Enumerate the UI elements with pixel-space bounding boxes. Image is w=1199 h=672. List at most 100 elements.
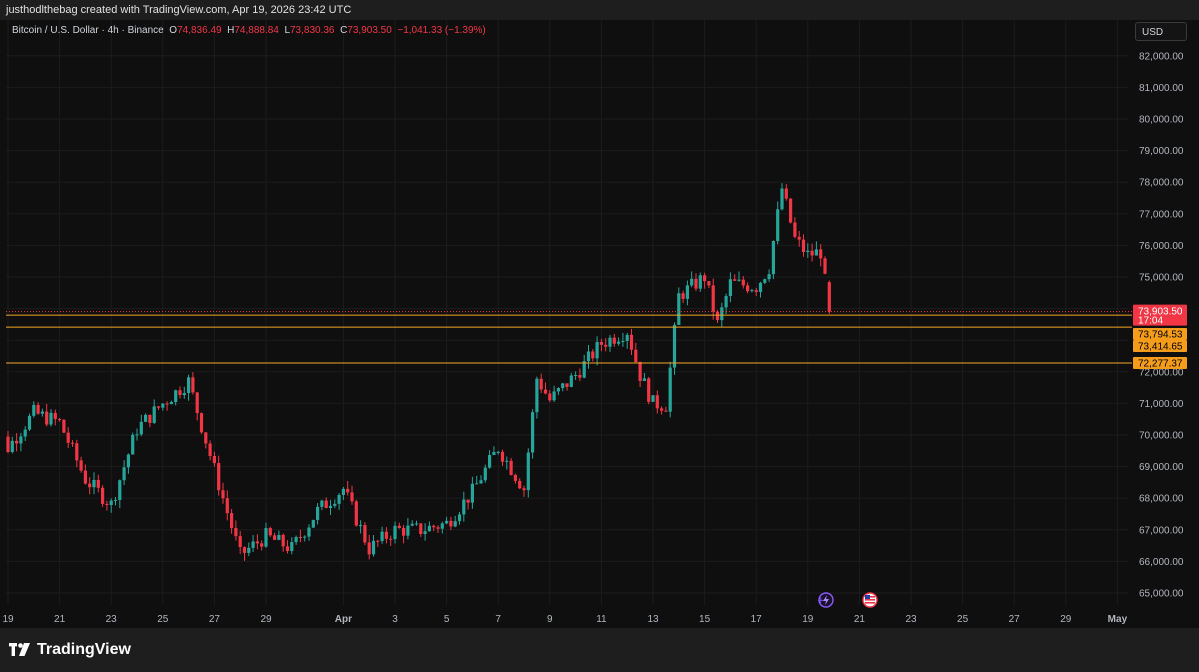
lightning-event-icon[interactable]: + bbox=[817, 592, 834, 608]
y-tick-label: 72,000.00 bbox=[1139, 367, 1184, 378]
candle bbox=[40, 408, 44, 417]
candle bbox=[797, 230, 801, 247]
chart-background bbox=[0, 20, 1199, 628]
candle bbox=[122, 460, 126, 486]
candle bbox=[75, 439, 79, 468]
candle bbox=[629, 328, 634, 355]
candle bbox=[776, 201, 780, 245]
price-chart[interactable]: 65,000.00 66,000.00 67,000.00 68,000.00 69,0… bbox=[0, 0, 1199, 628]
candle bbox=[509, 457, 513, 476]
candle bbox=[303, 535, 307, 542]
candle bbox=[294, 535, 298, 545]
y-tick-label: 67,000.00 bbox=[1139, 525, 1184, 536]
low-label: L bbox=[284, 25, 290, 36]
close-value: 73,903.50 bbox=[347, 25, 392, 36]
x-tick-label: 9 bbox=[547, 614, 553, 625]
candle bbox=[397, 522, 401, 529]
branding-bar: TradingView bbox=[0, 628, 1199, 672]
x-tick-label: 11 bbox=[596, 614, 607, 625]
candle bbox=[152, 399, 156, 425]
candle bbox=[389, 535, 393, 546]
us-flag-event-icon[interactable] bbox=[862, 592, 878, 608]
candle bbox=[10, 436, 14, 454]
candle bbox=[746, 282, 750, 294]
candle bbox=[492, 446, 496, 456]
candle bbox=[733, 274, 737, 282]
candle bbox=[156, 405, 161, 411]
change-value: −1,041.33 (−1.39%) bbox=[397, 25, 486, 36]
candle bbox=[664, 406, 668, 412]
candle bbox=[681, 290, 685, 304]
candle bbox=[247, 542, 251, 557]
candle bbox=[105, 500, 109, 511]
candle bbox=[268, 526, 272, 537]
candle bbox=[625, 332, 629, 349]
candle bbox=[814, 241, 818, 256]
candle bbox=[642, 373, 646, 382]
candle bbox=[780, 183, 784, 211]
candle bbox=[586, 344, 591, 369]
candle bbox=[126, 453, 130, 474]
candle bbox=[92, 472, 96, 495]
candle bbox=[604, 338, 608, 352]
candle bbox=[539, 373, 543, 394]
candle bbox=[341, 486, 345, 501]
candle bbox=[204, 432, 208, 449]
candle bbox=[453, 516, 457, 528]
level-price-tag: 73,414.65 bbox=[1133, 340, 1187, 353]
candle bbox=[758, 281, 763, 298]
candle bbox=[685, 280, 689, 306]
x-tick-label: 13 bbox=[647, 614, 659, 625]
candle bbox=[139, 414, 143, 437]
x-tick-label: 29 bbox=[260, 614, 272, 625]
candle bbox=[45, 403, 49, 427]
candle bbox=[655, 390, 659, 414]
candle bbox=[96, 474, 100, 493]
time-axis[interactable]: 19 21 23 25 27 29 Apr 3 5 7 9 11 13 15 17 19 21 23 25 27 29 M… bbox=[2, 614, 1127, 625]
horizontal-levels[interactable] bbox=[6, 311, 1132, 364]
candle bbox=[285, 540, 290, 554]
candle bbox=[634, 342, 638, 363]
candle bbox=[595, 336, 599, 366]
candle bbox=[367, 534, 371, 560]
candle bbox=[819, 244, 823, 267]
candle bbox=[178, 386, 182, 399]
candle bbox=[561, 382, 565, 392]
candle bbox=[307, 524, 311, 541]
candle bbox=[234, 520, 238, 541]
candle bbox=[32, 401, 36, 418]
candle bbox=[552, 385, 556, 402]
candle bbox=[432, 524, 436, 532]
candle bbox=[591, 349, 595, 362]
candle bbox=[466, 499, 470, 510]
candle bbox=[518, 478, 522, 490]
candle bbox=[161, 403, 165, 411]
x-tick-label: 3 bbox=[392, 614, 398, 625]
svg-text:73,414.65: 73,414.65 bbox=[1138, 342, 1183, 353]
candle bbox=[66, 427, 70, 449]
candle bbox=[191, 372, 195, 395]
candle bbox=[393, 521, 397, 544]
candle bbox=[565, 383, 569, 391]
y-tick-label: 75,000.00 bbox=[1139, 273, 1184, 284]
candle bbox=[440, 521, 444, 534]
candle bbox=[638, 361, 642, 388]
currency-button[interactable]: USD bbox=[1135, 22, 1187, 41]
tradingview-logo[interactable]: TradingView bbox=[9, 641, 131, 659]
event-markers[interactable]: + bbox=[817, 592, 878, 608]
candle bbox=[741, 276, 745, 289]
svg-text:17:04: 17:04 bbox=[1138, 316, 1163, 327]
open-label: O bbox=[169, 25, 178, 36]
x-tick-label: Apr bbox=[335, 614, 352, 625]
x-tick-label: 15 bbox=[699, 614, 711, 625]
y-tick-label: 76,000.00 bbox=[1139, 241, 1184, 252]
candle bbox=[457, 511, 462, 525]
candle bbox=[290, 537, 294, 555]
candle bbox=[79, 456, 83, 473]
candle bbox=[703, 272, 707, 289]
candle bbox=[531, 409, 535, 459]
candle bbox=[475, 475, 479, 485]
candle bbox=[647, 376, 651, 405]
candle bbox=[406, 518, 410, 540]
